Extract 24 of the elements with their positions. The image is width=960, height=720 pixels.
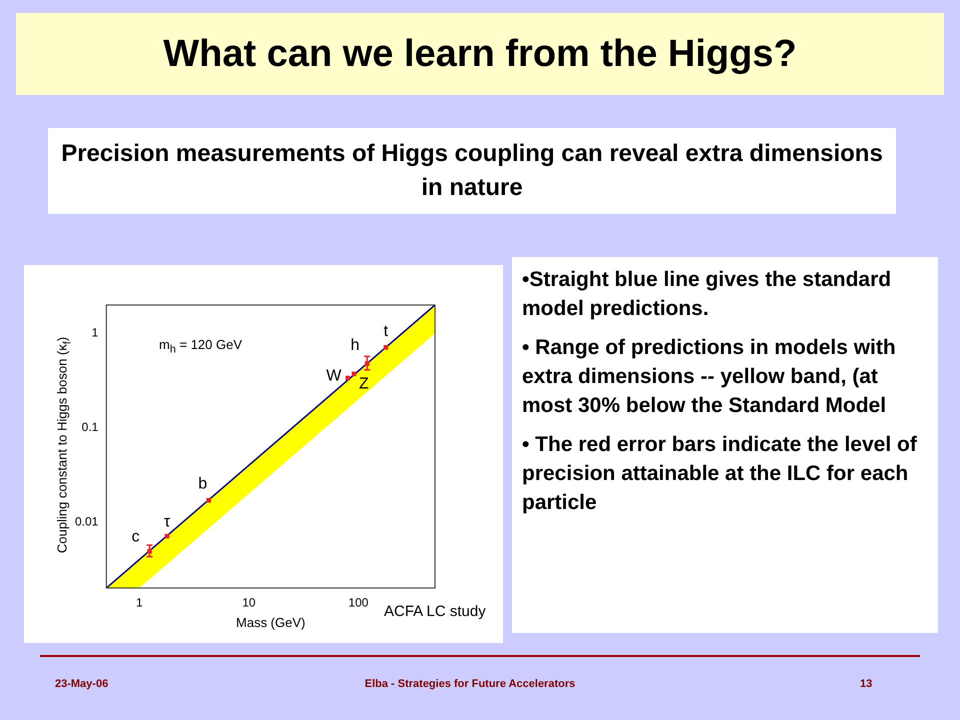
annotation: t: [384, 322, 389, 340]
chart-title: What can we learn from the Higgs?: [16, 13, 944, 95]
annotation: m$_{h}$ = 120 GeV: [159, 337, 242, 356]
y-tick-label: 0.1: [82, 420, 99, 434]
y-tick-label: 1: [92, 326, 99, 340]
annotation: Z: [359, 375, 370, 392]
annotation: c: [132, 528, 140, 546]
y-tick-label: 0.01: [74, 514, 99, 528]
annotation: h: [350, 336, 360, 354]
text: • Range of predictions in models with extra dimensions -- yellow band, (at most 30% below the Standard Model: [522, 335, 897, 419]
annotation: W: [326, 367, 342, 384]
text: •Straight blue line gives the standard model predictions.: [522, 267, 892, 322]
text: Elba - Strategies for Future Accelerators: [364, 678, 576, 690]
text: 13: [860, 678, 872, 690]
annotation: b: [198, 476, 208, 493]
text: ACFA LC study: [384, 603, 486, 620]
chart-subtitle: Precision measurements of Higgs coupling can reveal extra dimensions in nature: [48, 128, 896, 214]
x-tick-label: 10: [242, 596, 256, 610]
x-tick-label: 1: [136, 596, 143, 610]
annotation: τ: [164, 514, 171, 530]
x-axis-title: Mass (GeV): [236, 614, 306, 630]
x-tick-label: 100: [348, 596, 369, 610]
text: • The red error bars indicate the level of precision attainable at the ILC for each particle: [522, 432, 918, 516]
text: 23-May-06: [55, 678, 108, 690]
